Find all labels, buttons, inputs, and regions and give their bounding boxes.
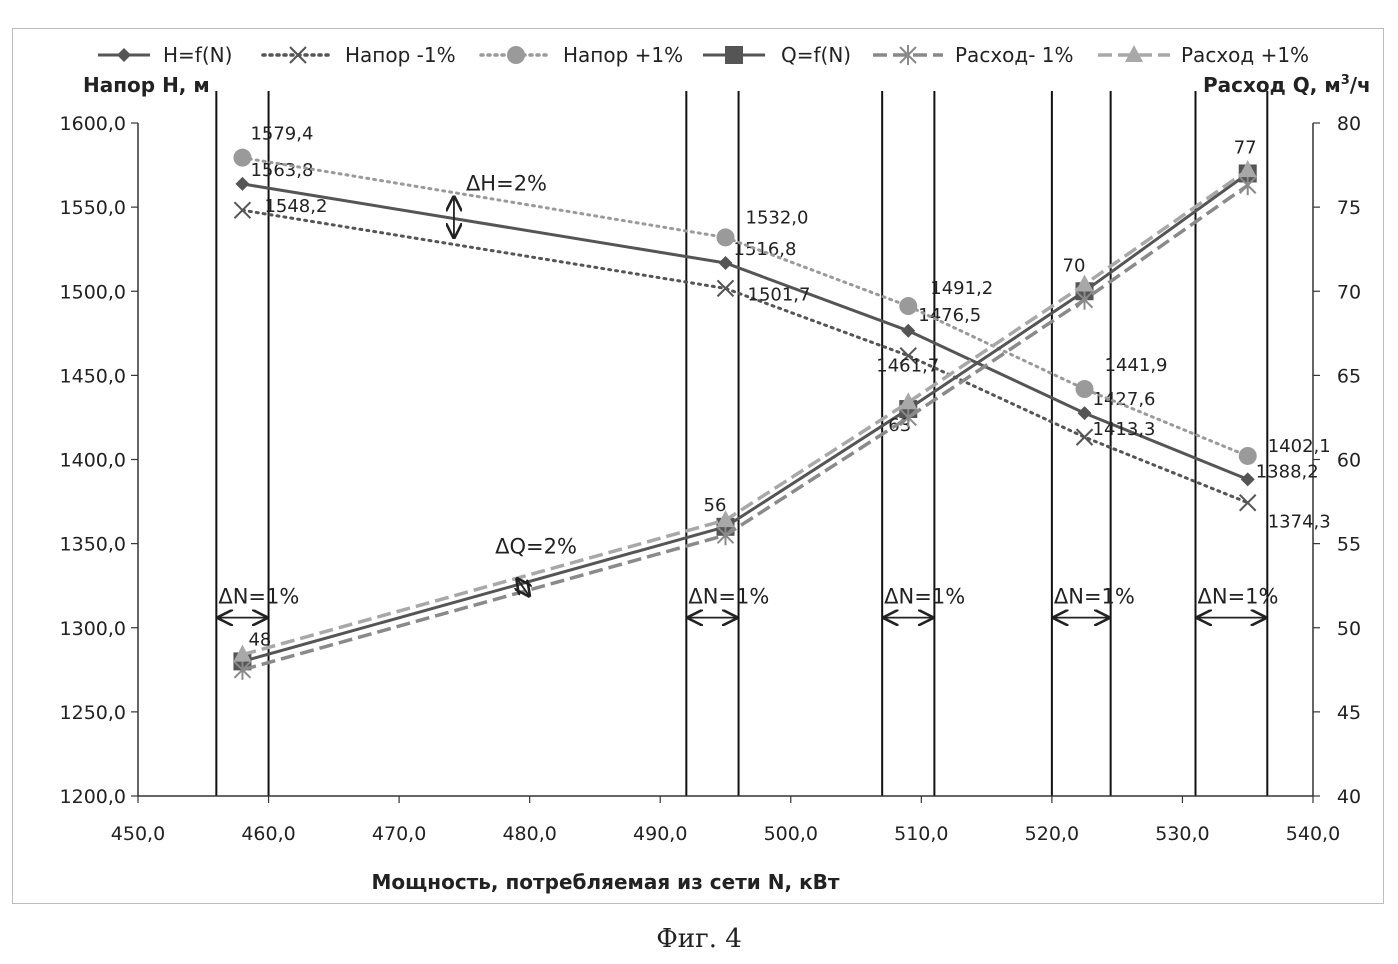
legend-marker-2-shape — [507, 46, 525, 64]
series-0-point-4-shape — [1241, 472, 1255, 486]
series-2-point-3-shape — [1076, 380, 1094, 398]
y-right-tick-label: 60 — [1337, 450, 1361, 472]
series-2-point-2-shape — [899, 297, 917, 315]
legend-label-1: Напор -1% — [345, 43, 456, 67]
x-tick-label: 450,0 — [111, 823, 165, 845]
y-right-tick-label: 50 — [1337, 618, 1361, 640]
series-0-point-1 — [719, 256, 733, 270]
x-tick-label: 460,0 — [241, 823, 295, 845]
chart-frame: 450,0 460,0 470,0 480,0 490,0 500,0 510,0 520,0… — [12, 28, 1384, 904]
series-2-point-4-shape — [1239, 447, 1257, 465]
y-left-tick-label: 1450,0 — [60, 365, 126, 387]
legend-marker-3-shape — [725, 46, 743, 64]
series-0-point-2 — [901, 324, 915, 338]
series-2-data-label: 1491,2 — [930, 278, 993, 299]
legend-marker-2 — [507, 46, 525, 64]
series-0-data-label: 1516,8 — [734, 239, 797, 260]
series-2-data-label: 1441,9 — [1105, 355, 1168, 376]
x-tick-label: 500,0 — [764, 823, 818, 845]
delta-h-label: ΔH=2% — [466, 171, 547, 195]
series-2-point-3 — [1076, 380, 1094, 398]
series-1-data-label: 1501,7 — [748, 284, 811, 305]
series-2-data-label: 1402,1 — [1268, 436, 1331, 457]
y-right-tick-label: 40 — [1337, 786, 1361, 808]
x-axis-title: Мощность, потребляемая из сети N, кВт — [372, 870, 840, 894]
y-left-axis-title: Напор H, м — [83, 73, 210, 97]
series-1-point-4 — [1240, 495, 1256, 511]
x-tick-label: 520,0 — [1025, 823, 1079, 845]
delta-n-label: ΔN=1% — [218, 585, 299, 609]
x-tick-label: 510,0 — [894, 823, 948, 845]
y-left-tick-label: 1600,0 — [60, 113, 126, 135]
series-1-data-label: 1548,2 — [264, 196, 327, 217]
y-right-tick-label: 70 — [1337, 281, 1361, 303]
series-3-data-label: 56 — [704, 495, 727, 516]
series-2-point-2 — [899, 297, 917, 315]
legend-marker-0-shape — [117, 48, 131, 62]
y-left-tick-label: 1250,0 — [60, 702, 126, 724]
series-0-data-label: 1388,2 — [1256, 461, 1319, 482]
chart-svg: 450,0 460,0 470,0 480,0 490,0 500,0 510,0 520,0… — [13, 29, 1385, 905]
series-0-point-0 — [235, 177, 249, 191]
y-right-tick-label: 55 — [1337, 534, 1361, 556]
series-2-point-0-shape — [233, 149, 251, 167]
series-0-point-3-shape — [1078, 406, 1092, 420]
series-0-point-4 — [1241, 472, 1255, 486]
y-left-tick-label: 1500,0 — [60, 281, 126, 303]
y-right-tick-label: 65 — [1337, 365, 1361, 387]
series-line-2 — [242, 158, 1247, 456]
series-1-point-3 — [1077, 429, 1093, 445]
x-tick-label: 490,0 — [633, 823, 687, 845]
delta-q-label: ΔQ=2% — [495, 535, 577, 559]
delta-n-label: ΔN=1% — [1054, 585, 1135, 609]
series-0-point-1-shape — [719, 256, 733, 270]
legend-label-2: Напор +1% — [563, 43, 683, 67]
series-2-point-1-shape — [717, 228, 735, 246]
y-right-axis-title-suffix: /ч — [1350, 73, 1371, 97]
y-right-tick-label: 75 — [1337, 197, 1361, 219]
series-4-point-4 — [1240, 175, 1256, 195]
series-1-point-0 — [234, 202, 250, 218]
delta-n-label: ΔN=1% — [688, 585, 769, 609]
series-0-point-0-shape — [235, 177, 249, 191]
y-right-tick-label: 80 — [1337, 113, 1361, 135]
y-left-tick-label: 1200,0 — [60, 786, 126, 808]
y-left-tick-label: 1300,0 — [60, 618, 126, 640]
x-tick-label: 480,0 — [502, 823, 556, 845]
legend-marker-0 — [117, 48, 131, 62]
series-1-data-label: 1374,3 — [1268, 512, 1331, 533]
y-left-tick-label: 1350,0 — [60, 534, 126, 556]
series-1-data-label: 1461,7 — [876, 356, 939, 377]
delta-n-label: ΔN=1% — [884, 585, 965, 609]
series-2-point-1 — [717, 228, 735, 246]
series-0-data-label: 1427,6 — [1093, 389, 1156, 410]
legend-label-4: Расход- 1% — [955, 43, 1074, 67]
y-left-tick-label: 1550,0 — [60, 197, 126, 219]
legend-label-5: Расход +1% — [1181, 43, 1309, 67]
series-2-data-label: 1579,4 — [250, 124, 313, 145]
series-0-point-3 — [1078, 406, 1092, 420]
series-3-data-label: 70 — [1063, 255, 1086, 276]
legend-marker-3 — [725, 46, 743, 64]
legend-label-0: H=f(N) — [163, 43, 232, 67]
y-right-tick-label: 45 — [1337, 702, 1361, 724]
y-left-tick-label: 1400,0 — [60, 450, 126, 472]
series-0-point-2-shape — [901, 324, 915, 338]
series-3-data-label: 77 — [1234, 137, 1257, 158]
x-tick-label: 530,0 — [1155, 823, 1209, 845]
legend-label-3: Q=f(N) — [781, 43, 851, 67]
figure-caption: Фиг. 4 — [0, 924, 1398, 954]
series-0-data-label: 1563,8 — [250, 160, 313, 181]
x-tick-label: 470,0 — [372, 823, 426, 845]
series-2-point-0 — [233, 149, 251, 167]
series-1-data-label: 1413,3 — [1093, 419, 1156, 440]
delta-n-label: ΔN=1% — [1198, 585, 1279, 609]
x-tick-label: 540,0 — [1286, 823, 1340, 845]
y-right-axis-title: Расход Q, м3/ч — [1203, 73, 1371, 97]
series-2-point-4 — [1239, 447, 1257, 465]
y-right-axis-title-main: Расход Q, м — [1203, 73, 1341, 97]
series-2-data-label: 1532,0 — [746, 207, 809, 228]
y-right-axis-title-sup: 3 — [1341, 73, 1350, 88]
